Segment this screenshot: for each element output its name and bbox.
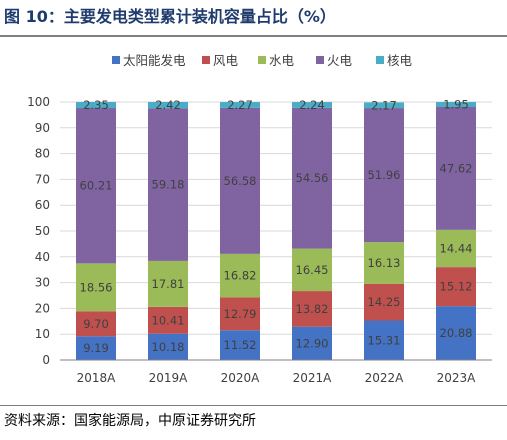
legend-swatch (112, 56, 120, 64)
data-label: 13.82 (296, 302, 329, 316)
y-tick-label: 100 (27, 95, 50, 109)
bar-segment (76, 336, 116, 360)
legend-label: 水电 (269, 53, 295, 68)
bar-segment (220, 330, 260, 360)
title-divider (0, 35, 507, 37)
data-label: 2.42 (155, 98, 181, 112)
data-label: 2.17 (371, 98, 397, 112)
bar-segment (292, 326, 332, 360)
bar-segment (292, 107, 332, 249)
bar-segment (364, 108, 404, 243)
x-tick-label: 2021A (293, 371, 333, 385)
y-tick-label: 90 (35, 121, 50, 135)
bar-segment (436, 229, 476, 268)
legend-swatch (316, 56, 324, 64)
bar-segment (76, 263, 116, 312)
figure-title: 图 10：主要发电类型累计装机容量占比（%） (4, 7, 336, 26)
x-tick-label: 2018A (77, 371, 117, 385)
x-tick-label: 2019A (149, 371, 189, 385)
bar-segment (76, 101, 116, 109)
data-label: 17.81 (152, 277, 185, 291)
legend-swatch (202, 56, 210, 64)
bar-segment (436, 107, 476, 230)
y-tick-label: 10 (35, 327, 50, 341)
bar-segment (436, 101, 476, 108)
bar-segment (364, 102, 404, 109)
bar-segment (364, 283, 404, 321)
bar-segment (148, 260, 188, 307)
data-label: 59.18 (152, 178, 185, 192)
data-label: 12.90 (296, 336, 329, 350)
data-label: 9.70 (83, 317, 109, 331)
data-label: 60.21 (80, 179, 113, 193)
data-label: 16.45 (296, 263, 329, 277)
bar-segment (436, 306, 476, 360)
y-tick-label: 70 (35, 172, 50, 186)
bar-segment (148, 333, 188, 360)
data-label: 1.95 (443, 97, 469, 111)
y-tick-label: 80 (35, 147, 50, 161)
bar-segment (148, 102, 188, 109)
y-tick-label: 30 (35, 276, 50, 290)
x-tick-label: 2020A (221, 371, 261, 385)
bar-segment (76, 108, 116, 264)
data-label: 12.79 (224, 307, 257, 321)
legend-label: 风电 (213, 53, 239, 68)
chart-svg: 太阳能发电 风电 水电 火电 核电 0 10 20 30 40 50 60 70 80 90 100 9.19 9… (27, 53, 492, 385)
data-label: 11.52 (224, 338, 257, 352)
bar-segment (220, 107, 260, 254)
data-label: 15.12 (440, 280, 473, 294)
bar-segment (436, 267, 476, 307)
data-label: 51.96 (368, 168, 401, 182)
data-label: 14.25 (368, 295, 401, 309)
legend-swatch (376, 56, 384, 64)
y-tick-label: 50 (35, 224, 50, 238)
data-label: 10.18 (152, 340, 185, 354)
data-label: 47.62 (440, 161, 473, 175)
x-tick-label: 2022A (365, 371, 405, 385)
data-label: 2.35 (83, 98, 109, 112)
y-tick-label: 0 (42, 353, 50, 367)
data-label: 9.19 (83, 341, 109, 355)
data-label: 18.56 (80, 280, 113, 294)
source-divider (0, 405, 507, 406)
data-label: 2.27 (227, 98, 253, 112)
bar-segment (364, 320, 404, 360)
y-tick-label: 60 (35, 198, 50, 212)
legend-swatch (258, 56, 266, 64)
data-label: 20.88 (440, 326, 473, 340)
bar-segment (292, 248, 332, 292)
bar-segment (148, 306, 188, 334)
x-tick-label: 2023A (437, 371, 477, 385)
bar-segment (76, 311, 116, 337)
data-label: 16.13 (368, 256, 401, 270)
data-label: 2.24 (299, 98, 325, 112)
stacked-bar-chart: 太阳能发电 风电 水电 火电 核电 0 10 20 30 40 50 60 70 80 90 100 9.19 9… (0, 44, 507, 399)
data-label: 54.56 (296, 171, 329, 185)
legend-label: 太阳能发电 (123, 53, 186, 68)
bar-segment (364, 242, 404, 284)
data-label: 16.82 (224, 269, 257, 283)
data-label: 14.44 (440, 241, 473, 255)
y-tick-label: 20 (35, 301, 50, 315)
source-note: 资料来源：国家能源局，中原证券研究所 (4, 413, 256, 429)
bar-segment (292, 102, 332, 108)
bar-segment (292, 291, 332, 327)
legend-label: 核电 (387, 53, 413, 68)
data-label: 15.31 (368, 333, 401, 347)
bar-segment (220, 253, 260, 298)
bar-segment (220, 297, 260, 331)
legend-label: 火电 (327, 53, 353, 68)
bar-segment (148, 108, 188, 261)
data-label: 10.41 (152, 313, 185, 327)
y-tick-label: 40 (35, 250, 50, 264)
bar-segment (220, 102, 260, 108)
data-label: 56.58 (224, 174, 257, 188)
